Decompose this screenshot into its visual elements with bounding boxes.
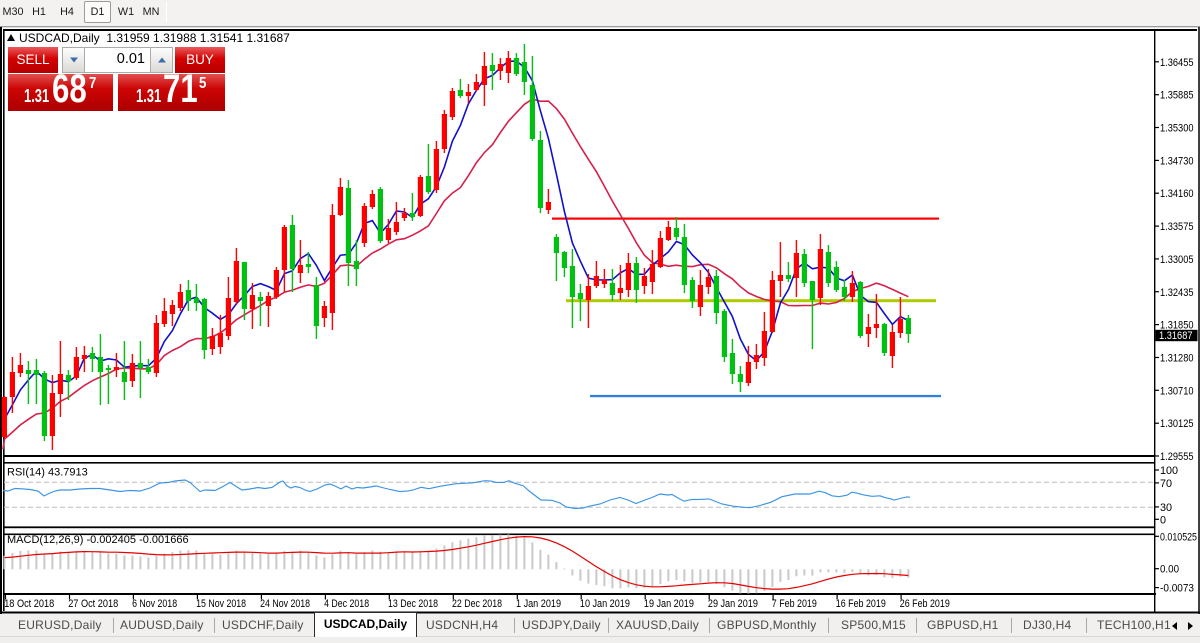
svg-text:-0.0073: -0.0073	[1160, 583, 1194, 595]
svg-text:1.36455: 1.36455	[1160, 57, 1194, 69]
svg-text:19 Jan 2019: 19 Jan 2019	[644, 598, 694, 610]
svg-text:1.34730: 1.34730	[1160, 155, 1194, 167]
svg-text:1.33005: 1.33005	[1160, 254, 1194, 266]
svg-text:26 Feb 2019: 26 Feb 2019	[900, 598, 950, 610]
svg-text:27 Oct 2018: 27 Oct 2018	[68, 598, 118, 610]
svg-text:16 Feb 2019: 16 Feb 2019	[836, 598, 886, 610]
svg-text:1.34160: 1.34160	[1160, 188, 1194, 200]
svg-text:13 Dec 2018: 13 Dec 2018	[388, 598, 438, 610]
svg-text:4 Dec 2018: 4 Dec 2018	[324, 598, 369, 610]
svg-text:1.31850: 1.31850	[1160, 320, 1194, 332]
svg-text:7 Feb 2019: 7 Feb 2019	[772, 598, 817, 610]
svg-text:1.35300: 1.35300	[1160, 123, 1194, 135]
svg-text:0.010525: 0.010525	[1160, 531, 1197, 543]
svg-text:70: 70	[1160, 478, 1172, 490]
svg-text:15 Nov 2018: 15 Nov 2018	[196, 598, 246, 610]
svg-text:0.00: 0.00	[1160, 564, 1179, 576]
svg-text:24 Nov 2018: 24 Nov 2018	[260, 598, 310, 610]
svg-text:1.29555: 1.29555	[1160, 451, 1194, 463]
svg-text:1.35885: 1.35885	[1160, 90, 1194, 102]
svg-text:1.31687: 1.31687	[1159, 330, 1193, 342]
svg-text:1.32435: 1.32435	[1160, 287, 1194, 299]
svg-text:1.33575: 1.33575	[1160, 221, 1194, 233]
svg-text:22 Dec 2018: 22 Dec 2018	[452, 598, 502, 610]
svg-text:100: 100	[1160, 465, 1178, 477]
svg-text:MACD(12,26,9) -0.002405 -0.001: MACD(12,26,9) -0.002405 -0.001666	[7, 534, 189, 546]
svg-text:RSI(14) 43.7913: RSI(14) 43.7913	[7, 467, 88, 479]
svg-text:0: 0	[1160, 514, 1166, 526]
svg-text:1.30710: 1.30710	[1160, 385, 1194, 397]
svg-text:29 Jan 2019: 29 Jan 2019	[708, 598, 758, 610]
svg-text:1.31280: 1.31280	[1160, 353, 1194, 365]
svg-text:10 Jan 2019: 10 Jan 2019	[580, 598, 630, 610]
svg-text:1 Jan 2019: 1 Jan 2019	[516, 598, 561, 610]
svg-text:6 Nov 2018: 6 Nov 2018	[132, 598, 177, 610]
svg-text:1.30125: 1.30125	[1160, 418, 1194, 430]
svg-text:30: 30	[1160, 502, 1172, 514]
svg-text:18 Oct 2018: 18 Oct 2018	[4, 598, 54, 610]
